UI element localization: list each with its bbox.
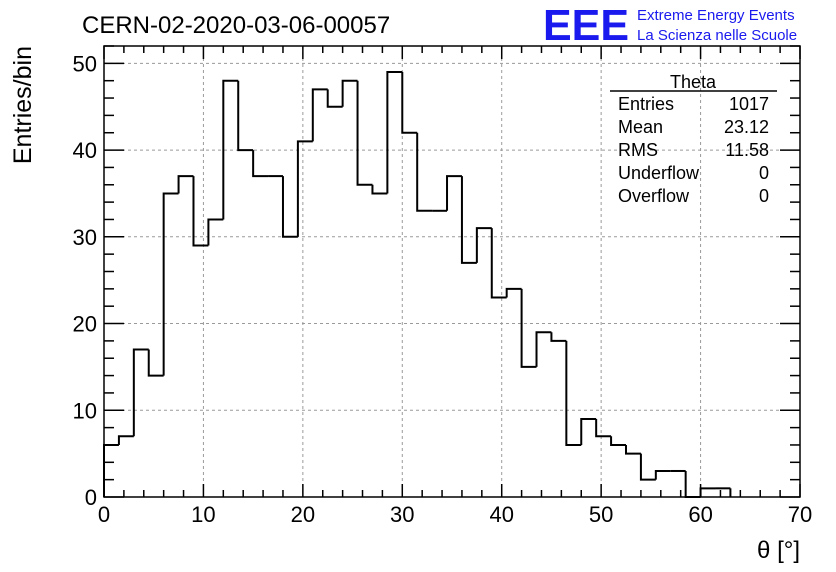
histogram-bin	[326, 89, 343, 108]
histogram-bin	[103, 443, 119, 497]
stats-label: Underflow	[618, 163, 700, 183]
histogram-bin	[281, 176, 298, 238]
histogram-bin	[296, 140, 313, 237]
histogram-bin	[684, 470, 701, 498]
x-tick-label: 50	[589, 502, 613, 527]
stats-label: Overflow	[618, 186, 690, 206]
histogram-bin	[371, 184, 388, 195]
stats-value: 1017	[729, 94, 769, 114]
y-axis-label: Entries/bin	[9, 46, 37, 164]
stats-label: RMS	[618, 140, 658, 160]
y-tick-label: 20	[73, 312, 97, 337]
logo-line-1: Extreme Energy Events	[637, 7, 795, 24]
stats-value: 11.58	[725, 140, 769, 160]
stats-value: 0	[759, 186, 769, 206]
histogram-bin	[625, 444, 641, 455]
histogram-bin	[520, 288, 537, 368]
histogram-bin	[595, 418, 612, 438]
histogram-bin	[460, 176, 477, 264]
tick-labels: 0 10 20 30 40 50 60 70 0 10 20 30 40 50	[73, 51, 813, 527]
histogram-bin	[192, 176, 209, 247]
histogram-bin	[550, 332, 567, 342]
histogram-bin	[356, 80, 373, 186]
histogram-bin	[446, 175, 462, 211]
grid-lines	[104, 46, 800, 497]
histogram-bin	[580, 417, 597, 445]
x-tick-label: 60	[688, 502, 712, 527]
x-tick-label: 40	[489, 502, 513, 527]
y-tick-label: 50	[73, 51, 97, 76]
histogram-bin	[565, 340, 582, 446]
y-tick-label: 10	[73, 398, 97, 423]
x-tick-label: 70	[788, 502, 812, 527]
histogram-bin	[311, 88, 328, 142]
x-tick-label: 20	[291, 502, 315, 527]
histogram-bin	[222, 79, 239, 220]
histogram-bin	[401, 72, 418, 134]
stats-box: Theta Entries 1017 Mean 23.12 RMS 11.58 Underf…	[610, 72, 777, 206]
y-tick-label: 30	[73, 225, 97, 250]
stats-rows: Entries 1017 Mean 23.12 RMS 11.58 Underflow 0 Ov…	[618, 94, 769, 206]
eee-logo: EEE Extreme Energy Events La Scienza nel…	[543, 1, 797, 50]
histogram-bars	[103, 71, 732, 498]
x-tick-label: 30	[390, 502, 414, 527]
x-axis-label: θ [°]	[757, 537, 800, 564]
histogram-bin	[639, 453, 656, 481]
histogram-bin	[490, 228, 507, 299]
y-tick-label: 40	[73, 138, 97, 163]
histogram-bin	[535, 331, 552, 367]
stats-label: Mean	[618, 117, 663, 137]
histogram-bin	[654, 469, 671, 480]
x-tick-label: 10	[191, 502, 215, 527]
histogram-bin	[699, 487, 716, 497]
histogram-bin	[416, 132, 433, 212]
histogram-bin	[207, 218, 224, 246]
logo-line-2: La Scienza nelle Scuole	[637, 27, 797, 44]
plot-frame	[103, 45, 801, 498]
histogram-bin	[162, 192, 179, 376]
histogram-bin	[475, 227, 492, 263]
histogram-bin	[386, 71, 403, 194]
histogram-bin	[252, 150, 269, 178]
histogram-bin	[610, 436, 626, 446]
eee-logo-mark: EEE	[543, 1, 629, 50]
histogram-bin	[505, 287, 522, 298]
histogram-bin	[341, 79, 358, 107]
x-tick-label: 0	[98, 502, 110, 527]
histogram-bin	[132, 348, 149, 437]
histogram-bin	[237, 80, 254, 152]
chart-title: CERN-02-2020-03-06-00057	[82, 12, 390, 39]
y-tick-label: 0	[85, 485, 97, 510]
stats-title: Theta	[670, 72, 717, 92]
stats-value: 23.12	[724, 117, 769, 137]
axis-ticks	[103, 45, 801, 498]
histogram-bin	[147, 349, 164, 377]
stats-label: Entries	[618, 94, 674, 114]
stats-value: 0	[759, 163, 769, 183]
histogram-bin	[117, 435, 134, 445]
histogram-bin	[177, 175, 194, 194]
